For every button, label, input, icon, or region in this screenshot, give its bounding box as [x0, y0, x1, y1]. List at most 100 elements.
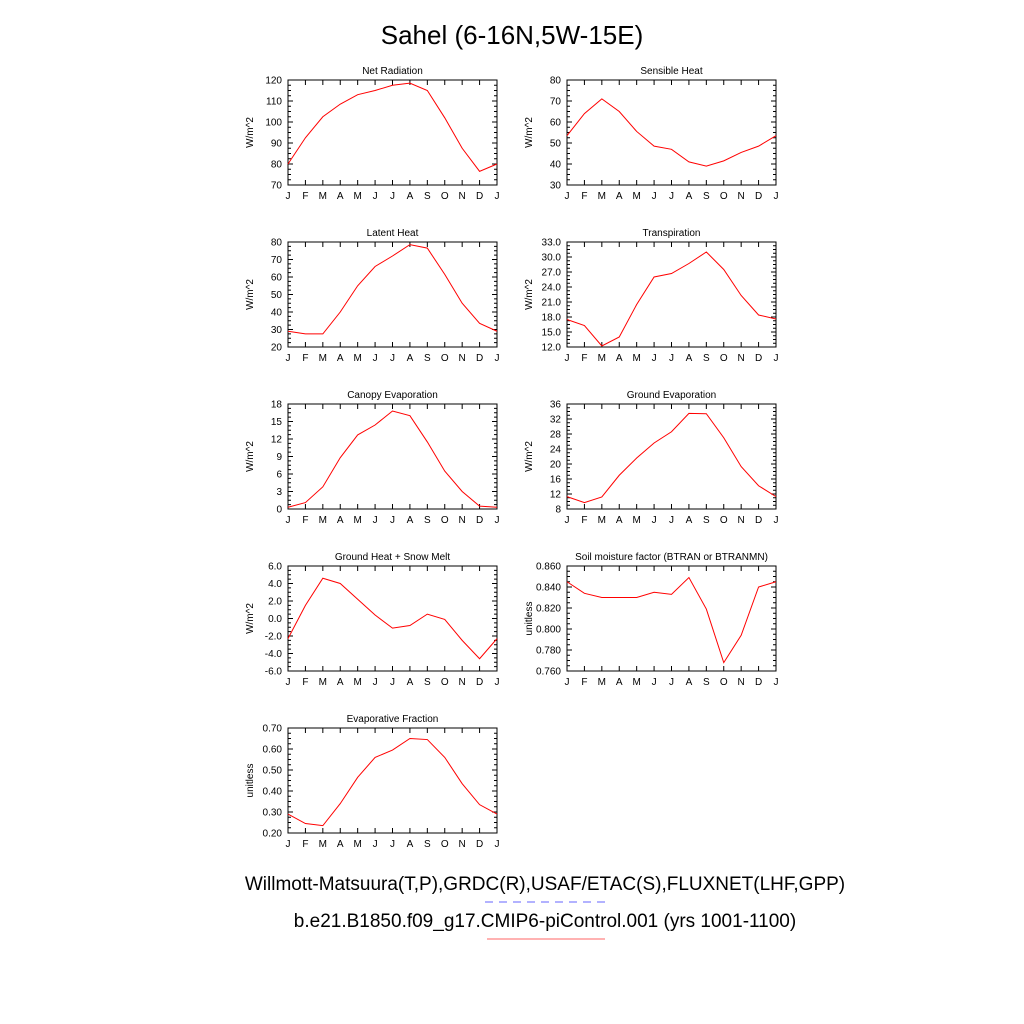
- x-tick-label: A: [337, 353, 344, 364]
- y-tick-label: 60: [550, 118, 562, 129]
- series-line-latent-heat: [287, 244, 498, 335]
- y-tick-label: 20: [271, 343, 283, 354]
- y-tick-label: 70: [550, 97, 562, 108]
- x-tick-label: N: [738, 677, 745, 688]
- x-tick-label: D: [755, 677, 762, 688]
- y-tick-label: 9: [276, 452, 282, 463]
- x-tick-label: A: [407, 515, 414, 526]
- x-tick-label: M: [598, 353, 606, 364]
- x-tick-label: S: [424, 353, 431, 364]
- x-tick-label: M: [598, 515, 606, 526]
- plot-frame: [566, 565, 777, 672]
- x-tick-label: M: [632, 353, 640, 364]
- x-tick-label: J: [495, 515, 500, 526]
- y-tick-label: 12.0: [542, 343, 562, 354]
- x-tick-label: S: [424, 839, 431, 850]
- x-tick-label: J: [652, 677, 657, 688]
- x-tick-label: N: [459, 839, 466, 850]
- y-tick-label: 24.0: [542, 283, 562, 294]
- y-tick-label: 0.30: [263, 808, 283, 819]
- x-tick-label: J: [495, 839, 500, 850]
- panel-title: Sensible Heat: [640, 66, 702, 77]
- y-tick-label: 21.0: [542, 298, 562, 309]
- plot-frame: [287, 79, 498, 186]
- x-tick-label: M: [598, 677, 606, 688]
- x-tick-label: J: [669, 515, 674, 526]
- x-tick-label: D: [755, 515, 762, 526]
- y-tick-label: 36: [550, 400, 562, 411]
- x-tick-label: J: [373, 515, 378, 526]
- y-tick-label: 50: [550, 139, 562, 150]
- plot-frame: [287, 727, 498, 834]
- x-tick-label: O: [720, 677, 728, 688]
- x-tick-label: A: [407, 191, 414, 202]
- y-tick-label: 120: [265, 76, 282, 87]
- y-tick-label: 16: [550, 475, 562, 486]
- x-tick-label: M: [632, 191, 640, 202]
- plot-frame: [287, 403, 498, 510]
- panel-title: Soil moisture factor (BTRAN or BTRANMN): [575, 552, 768, 563]
- x-tick-label: M: [319, 191, 327, 202]
- x-tick-label: S: [703, 515, 710, 526]
- x-tick-label: D: [755, 191, 762, 202]
- x-tick-label: J: [774, 191, 779, 202]
- y-axis-label: W/m^2: [524, 279, 535, 310]
- y-tick-label: 0: [276, 505, 282, 516]
- x-tick-label: D: [476, 353, 483, 364]
- x-tick-label: M: [319, 353, 327, 364]
- y-tick-label: 33.0: [542, 238, 562, 249]
- x-tick-label: J: [373, 839, 378, 850]
- x-tick-label: J: [565, 191, 570, 202]
- x-tick-label: N: [738, 515, 745, 526]
- x-tick-label: J: [390, 677, 395, 688]
- legend-label-observations: Willmott-Matsuura(T,P),GRDC(R),USAF/ETAC…: [245, 874, 845, 895]
- y-tick-label: -6.0: [265, 667, 283, 678]
- x-tick-label: O: [441, 677, 449, 688]
- x-tick-label: J: [774, 515, 779, 526]
- x-tick-label: N: [738, 191, 745, 202]
- x-tick-label: M: [353, 515, 361, 526]
- y-tick-label: 0.860: [536, 562, 561, 573]
- x-tick-label: S: [703, 677, 710, 688]
- x-tick-label: J: [669, 191, 674, 202]
- x-tick-label: A: [337, 515, 344, 526]
- y-tick-label: -4.0: [265, 649, 283, 660]
- y-tick-label: 50: [271, 290, 283, 301]
- series-line-net-radiation: [287, 82, 498, 172]
- y-axis-label: W/m^2: [245, 441, 256, 472]
- x-tick-label: J: [565, 353, 570, 364]
- y-tick-label: 24: [550, 445, 562, 456]
- y-tick-label: 12: [271, 435, 283, 446]
- y-tick-label: 30: [271, 325, 283, 336]
- x-tick-label: A: [407, 353, 414, 364]
- plot-frame: [287, 565, 498, 672]
- panel-title: Net Radiation: [362, 66, 423, 77]
- x-tick-label: J: [495, 677, 500, 688]
- y-tick-label: 3: [276, 487, 282, 498]
- x-tick-label: M: [632, 677, 640, 688]
- y-tick-label: 30.0: [542, 253, 562, 264]
- panel-title: Ground Evaporation: [627, 390, 717, 401]
- x-tick-label: J: [495, 353, 500, 364]
- y-axis-label: W/m^2: [245, 279, 256, 310]
- x-tick-label: S: [703, 353, 710, 364]
- panel-title: Evaporative Fraction: [347, 714, 439, 725]
- y-tick-label: 110: [266, 97, 282, 108]
- legend: Willmott-Matsuura(T,P),GRDC(R),USAF/ETAC…: [245, 874, 845, 940]
- x-tick-label: S: [424, 191, 431, 202]
- y-tick-label: 0.50: [263, 766, 283, 777]
- y-tick-label: 0.70: [263, 724, 283, 735]
- y-tick-label: 15: [271, 417, 283, 428]
- y-axis-label: unitless: [524, 602, 535, 636]
- y-tick-label: 20: [550, 460, 562, 471]
- x-tick-label: S: [424, 515, 431, 526]
- x-tick-label: J: [286, 515, 291, 526]
- y-axis-label: W/m^2: [524, 117, 535, 148]
- x-tick-label: A: [686, 353, 693, 364]
- x-tick-label: A: [616, 353, 623, 364]
- plot-frame: [566, 79, 777, 186]
